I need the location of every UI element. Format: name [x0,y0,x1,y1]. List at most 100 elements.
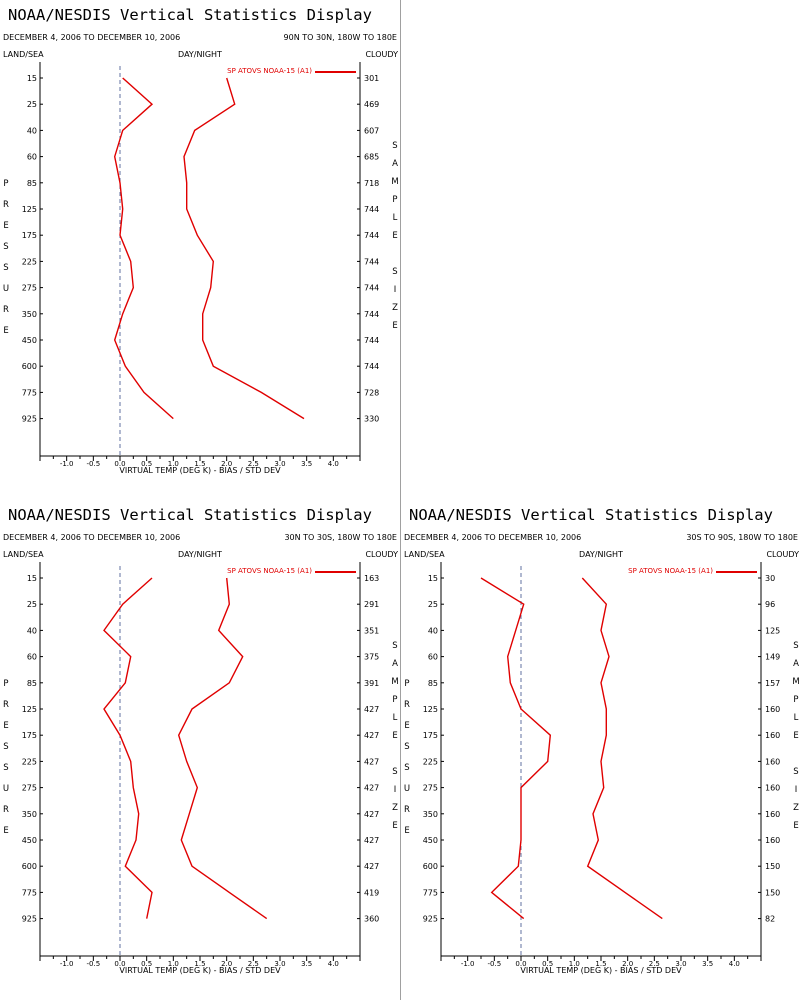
pressure-tick-label: 350 [22,810,37,819]
x-tick-label: 4.0 [328,960,339,968]
sample-size-label: 160 [765,810,780,819]
pressure-tick-label: 60 [428,653,438,662]
pressure-tick-label: 125 [22,205,37,214]
stats-panel-north: NOAA/NESDIS Vertical Statistics Display D… [0,0,400,500]
y-axis-label-letter: R [3,805,9,815]
y2-axis-label-letter: S [793,641,798,651]
x-tick-label: 1.0 [168,460,179,468]
y-axis-label-letter: E [3,826,8,836]
sample-size-label: 160 [765,731,780,740]
y-axis-label-letter: U [404,784,410,794]
y-axis-label-letter: S [3,242,8,252]
legend-label: SP ATOVS NOAA-15 (A1) [628,567,713,575]
y2-axis-label-letter: Z [392,803,398,813]
x-tick-label: -0.5 [86,460,100,468]
x-tick-label: 1.0 [569,960,580,968]
x-tick-label: 2.0 [221,460,232,468]
x-axis-label: VIRTUAL TEMP (DEG K) - BIAS / STD DEV [119,466,281,475]
x-tick-label: 2.0 [622,960,633,968]
pressure-tick-label: 925 [22,915,37,924]
x-tick-label: 0.0 [515,960,526,968]
pressure-tick-label: 600 [423,862,438,871]
sample-size-label: 744 [364,231,379,240]
date-range: DECEMBER 4, 2006 TO DECEMBER 10, 2006 [3,33,180,42]
y2-axis-label-letter: L [794,713,799,723]
land-sea-label: LAND/SEA [3,550,44,559]
sample-size-label: 744 [364,310,379,319]
y2-axis-label-letter: I [394,785,397,795]
y2-axis-label-letter: S [392,267,397,277]
std-dev-series-line [581,577,663,920]
sample-size-label: 744 [364,257,379,266]
pressure-tick-label: 125 [423,705,438,714]
chart-title: NOAA/NESDIS Vertical Statistics Display [409,506,773,524]
stats-chart-svg: NOAA/NESDIS Vertical Statistics Display D… [404,506,800,975]
y-axis-label-letter: S [3,263,8,273]
x-tick-label: 1.5 [194,960,205,968]
bias-series-line [480,577,552,920]
y2-axis-label-letter: E [392,321,397,331]
sample-size-label: 163 [364,574,379,583]
sample-size-label: 427 [364,862,379,871]
bias-series-line [113,77,174,420]
sample-size-label: 744 [364,284,379,293]
x-tick-label: 0.0 [114,460,125,468]
sample-size-label: 728 [364,388,379,397]
y-axis-label-letter: E [404,721,409,731]
y-axis-label-letter: E [3,221,8,231]
y-axis-label-letter: P [404,679,409,689]
stats-chart-svg: NOAA/NESDIS Vertical Statistics Display D… [3,6,399,475]
region-label: 30N TO 30S, 180W TO 180E [284,533,397,542]
sample-size-label: 351 [364,626,379,635]
y2-axis-label-letter: S [793,767,798,777]
y2-axis-label-letter: A [793,659,799,669]
x-tick-label: 2.5 [248,960,259,968]
x-tick-label: -1.0 [60,460,74,468]
x-axis-label: VIRTUAL TEMP (DEG K) - BIAS / STD DEV [119,966,281,975]
x-tick-label: 1.0 [168,960,179,968]
pressure-tick-label: 85 [27,679,37,688]
cloudy-label: CLOUDY [365,550,398,559]
pressure-tick-label: 25 [428,600,438,609]
y-axis-label-letter: S [404,763,409,773]
y-axis-label-letter: U [3,784,9,794]
sample-size-label: 160 [765,784,780,793]
sample-size-label: 301 [364,74,379,83]
sample-size-label: 96 [765,600,775,609]
x-tick-label: 0.5 [141,460,152,468]
sample-size-label: 375 [364,653,379,662]
pressure-tick-label: 40 [27,126,37,135]
pressure-tick-label: 450 [423,836,438,845]
y2-axis-label-letter: I [795,785,798,795]
x-tick-label: -1.0 [60,960,74,968]
region-label: 90N TO 30N, 180W TO 180E [284,33,397,42]
x-tick-label: 3.0 [274,960,285,968]
x-tick-label: 0.0 [114,960,125,968]
x-tick-label: 3.5 [301,460,312,468]
pressure-tick-label: 175 [423,731,438,740]
y-axis-label-letter: S [3,742,8,752]
day-night-label: DAY/NIGHT [178,50,222,59]
x-tick-label: 2.5 [649,960,660,968]
cloudy-label: CLOUDY [365,50,398,59]
pressure-tick-label: 275 [423,784,438,793]
y-axis-label-letter: S [404,742,409,752]
pressure-tick-label: 175 [22,731,37,740]
horizontal-divider [0,500,800,501]
y2-axis-label-letter: Z [392,303,398,313]
region-label: 30S TO 90S, 180W TO 180E [686,533,798,542]
sample-size-label: 360 [364,915,379,924]
sample-size-label: 419 [364,888,379,897]
pressure-tick-label: 60 [27,653,37,662]
y2-axis-label-letter: E [793,821,798,831]
sample-size-label: 149 [765,653,780,662]
y2-axis-label-letter: P [392,195,397,205]
pressure-tick-label: 925 [22,415,37,424]
y2-axis-label-letter: M [391,177,398,187]
pressure-tick-label: 85 [27,179,37,188]
x-tick-label: 2.5 [248,460,259,468]
sample-size-label: 150 [765,888,780,897]
chart-title: NOAA/NESDIS Vertical Statistics Display [8,6,372,24]
pressure-tick-label: 125 [22,705,37,714]
sample-size-label: 160 [765,705,780,714]
